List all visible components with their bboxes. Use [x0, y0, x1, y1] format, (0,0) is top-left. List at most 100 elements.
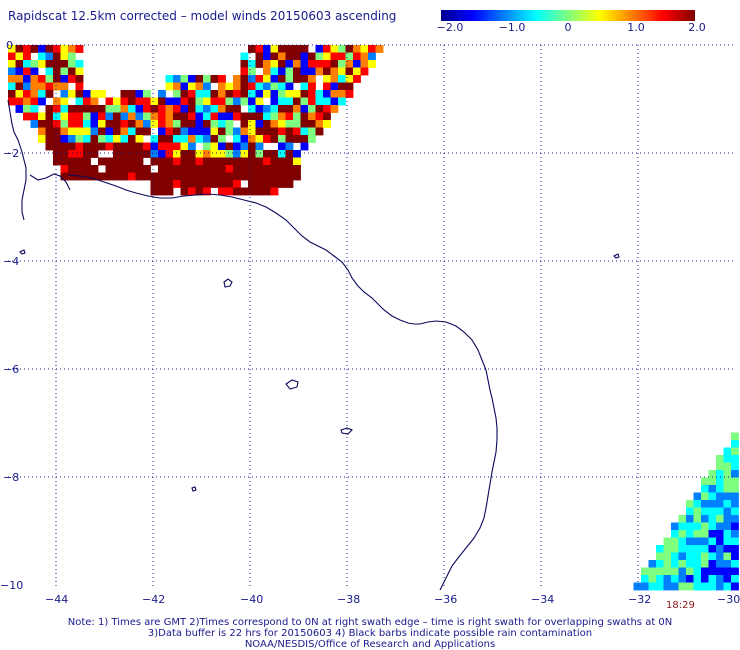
- swath-cell: [323, 75, 331, 83]
- x-tick-label: −42: [142, 593, 166, 606]
- swath-cell: [135, 172, 144, 181]
- swath-cell: [135, 165, 144, 173]
- swath-cell: [75, 82, 84, 91]
- swath-cell: [203, 142, 211, 151]
- swath-cell: [15, 105, 24, 113]
- swath-cell: [693, 530, 702, 538]
- swath-cell: [686, 507, 694, 516]
- swath-cell: [731, 515, 739, 523]
- swath-cell: [330, 75, 339, 83]
- swath-cell: [716, 582, 724, 591]
- swath-cell: [105, 105, 114, 113]
- swath-cell: [240, 75, 249, 83]
- swath-cell: [663, 537, 672, 546]
- swath-cell: [308, 120, 316, 128]
- swath-cell: [686, 522, 694, 531]
- swath-cell: [633, 582, 642, 591]
- swath-cell: [53, 82, 61, 91]
- swath-cell: [686, 537, 694, 546]
- swath-cell: [38, 45, 46, 53]
- swath-cell: [173, 112, 181, 121]
- swath-cell: [128, 120, 136, 128]
- swath-cell: [686, 575, 694, 583]
- swath-cell: [188, 120, 196, 128]
- swath-cell: [83, 90, 91, 98]
- swath-cell: [135, 105, 144, 113]
- swath-cell: [195, 97, 204, 106]
- swath-cell: [60, 150, 69, 158]
- swath-cell: [731, 582, 739, 591]
- swath-cell: [716, 455, 724, 463]
- swath-cell: [120, 105, 129, 113]
- swath-cell: [686, 552, 694, 561]
- swath-cell: [345, 45, 354, 53]
- swath-cell: [263, 172, 271, 181]
- swath-cell: [210, 142, 219, 151]
- swath-cell: [60, 135, 69, 143]
- swath-cell: [75, 165, 84, 173]
- swath-cell: [368, 45, 376, 53]
- swath-cell: [105, 135, 114, 143]
- swath-cell: [53, 45, 61, 53]
- swath-cell: [368, 52, 376, 61]
- swath-cell: [75, 135, 84, 143]
- swath-cell: [23, 97, 31, 106]
- swath-cell: [15, 60, 24, 68]
- swath-cell: [218, 187, 226, 196]
- swath-cell: [323, 120, 331, 128]
- swath-cell: [188, 150, 196, 158]
- swath-cell: [648, 567, 657, 576]
- swath-cell: [180, 135, 189, 143]
- swath-cell: [45, 90, 54, 98]
- swath-cell: [158, 127, 166, 136]
- swath-cell: [165, 187, 174, 196]
- swath-cell: [716, 537, 724, 546]
- swath-cell: [323, 82, 331, 91]
- swath-cell: [15, 75, 24, 83]
- swath-cell: [150, 105, 159, 113]
- swath-cell: [23, 45, 31, 53]
- swath-cell: [233, 157, 241, 166]
- swath-cell: [731, 470, 739, 478]
- swath-cell: [233, 180, 241, 188]
- swath-cell: [248, 157, 256, 166]
- swath-cell: [233, 165, 241, 173]
- swath-cell: [218, 112, 226, 121]
- swath-cell: [338, 45, 346, 53]
- swath-cell: [270, 187, 279, 196]
- swath-cell: [723, 507, 732, 516]
- swath-cell: [60, 60, 69, 68]
- swath-cell: [38, 97, 46, 106]
- swath-cell: [270, 52, 279, 61]
- swath-cell: [656, 560, 664, 568]
- y-tick-label: −6: [3, 363, 20, 376]
- swath-cell: [38, 120, 46, 128]
- swath-cell: [150, 112, 159, 121]
- swath-cell: [195, 90, 204, 98]
- swath-cell: [723, 447, 732, 456]
- swath-cell: [173, 82, 181, 91]
- swath-cell: [693, 515, 702, 523]
- swath-cell: [83, 112, 91, 121]
- swath-cell: [263, 105, 271, 113]
- swath-cell: [278, 157, 286, 166]
- swath-cell: [98, 120, 106, 128]
- swath-cell: [195, 120, 204, 128]
- swath-cell: [716, 462, 724, 471]
- swath-cell: [113, 150, 121, 158]
- swath-cell: [113, 135, 121, 143]
- swath-cell: [731, 455, 739, 463]
- swath-cell: [263, 52, 271, 61]
- swath-cell: [671, 530, 679, 538]
- swath-cell: [195, 157, 204, 166]
- swath-cell: [345, 60, 354, 68]
- y-tick-label: −2: [3, 147, 20, 160]
- swath-cell: [180, 172, 189, 181]
- swath-cell: [693, 552, 702, 561]
- swath-cell: [360, 52, 369, 61]
- swath-cell: [293, 45, 301, 53]
- swath-cell: [165, 120, 174, 128]
- swath-cell: [218, 75, 226, 83]
- swath-cell: [263, 75, 271, 83]
- swath-cell: [308, 60, 316, 68]
